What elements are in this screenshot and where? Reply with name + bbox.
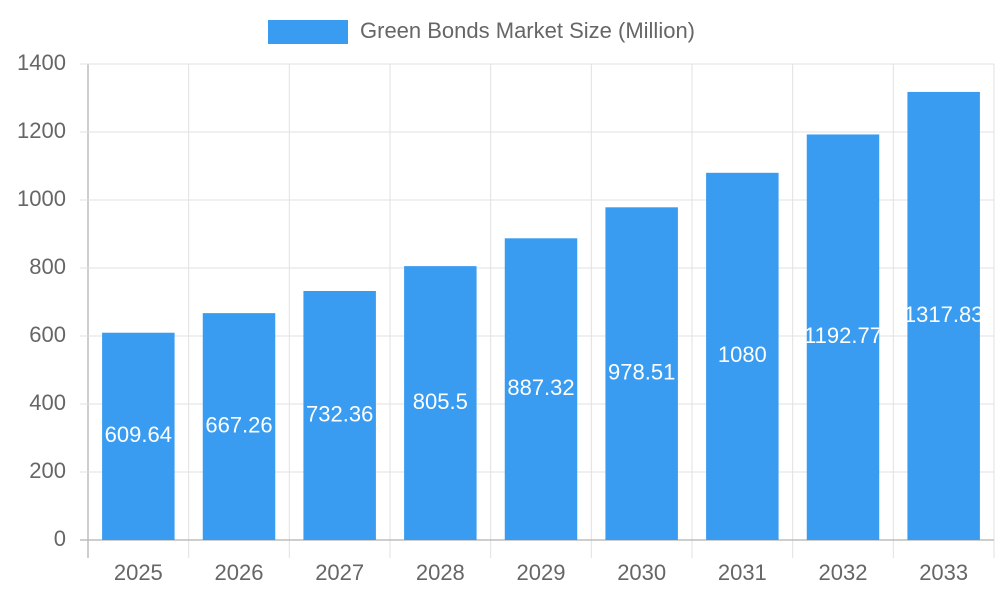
value-label: 887.32 [507,375,574,400]
y-tick-label: 0 [54,526,66,551]
value-label: 805.5 [413,389,468,414]
y-tick-label: 1200 [17,118,66,143]
x-tick-label: 2027 [315,560,364,585]
bar [806,134,880,541]
y-tick-label: 1000 [17,186,66,211]
bar [706,172,779,541]
bar [605,207,678,541]
y-tick-label: 600 [29,322,66,347]
bar [404,266,477,540]
x-tick-label: 2028 [416,560,465,585]
value-label: 667.26 [205,412,272,437]
y-tick-label: 1400 [17,50,66,75]
value-label: 732.36 [306,401,373,426]
value-label: 1080 [718,342,767,367]
value-label: 978.51 [608,359,675,384]
value-label: 1317.83 [904,302,984,327]
bar [303,290,376,540]
x-tick-label: 2026 [215,560,264,585]
value-label: 609.64 [105,422,172,447]
x-tick-label: 2029 [517,560,566,585]
bar [907,91,980,540]
x-tick-label: 2025 [114,560,163,585]
value-label: 1192.77 [804,323,882,348]
y-tick-label: 800 [29,254,66,279]
legend-label[interactable]: Green Bonds Market Size (Million) [360,18,695,43]
x-tick-label: 2031 [718,560,767,585]
bar [504,238,578,540]
y-tick-label: 400 [29,390,66,415]
x-tick-label: 2033 [919,560,968,585]
bar [202,313,276,540]
y-tick-label: 200 [29,458,66,483]
legend-swatch[interactable] [268,20,348,44]
x-tick-label: 2030 [617,560,666,585]
x-tick-label: 2032 [819,560,868,585]
bar [102,332,175,540]
